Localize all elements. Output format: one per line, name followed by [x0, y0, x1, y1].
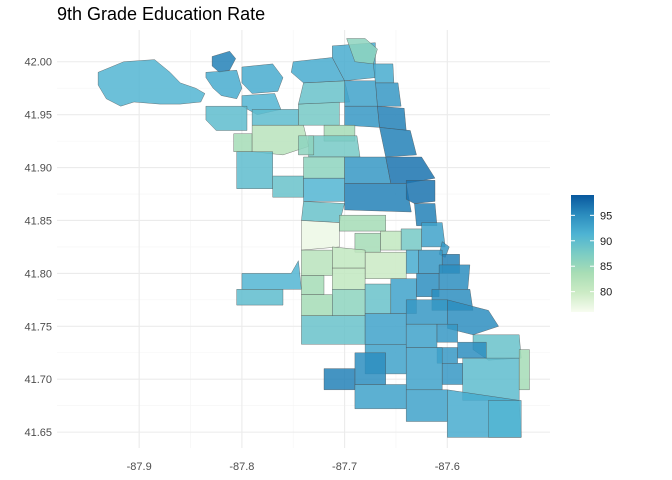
region-bridgeport: [380, 230, 402, 251]
region-chicago-lawn: [332, 289, 366, 316]
y-tick-label: 41.85: [24, 215, 52, 227]
map-regions: [97, 38, 530, 438]
region-new-city: [364, 252, 407, 279]
legend-colorbar: [571, 195, 594, 312]
legend-tick-label: 80: [600, 287, 612, 299]
x-tick-label: -87.9: [127, 461, 152, 473]
region-lake-view: [377, 106, 407, 131]
region-brighton-park: [332, 246, 366, 269]
region-humboldt-park: [303, 156, 345, 179]
region-west-garfield: [272, 175, 304, 198]
chart-title: 9th Grade Education Rate: [57, 4, 266, 24]
region-calumet-heights: [457, 342, 487, 359]
region-north-lawndale: [301, 201, 345, 223]
x-tick-label: -87.6: [435, 461, 460, 473]
x-tick-label: -87.8: [229, 461, 254, 473]
y-tick-label: 41.90: [24, 163, 52, 175]
region-forest-glen: [241, 63, 284, 94]
legend: 95 90 85 80: [571, 195, 612, 312]
y-tick-label: 41.70: [24, 374, 52, 386]
region-morgan-park: [354, 384, 407, 409]
region-beverly: [354, 352, 386, 385]
region-fuller-park: [406, 249, 419, 274]
region-lincoln-square: [344, 80, 378, 107]
region-west-pullman: [406, 389, 448, 422]
region-logan-square: [308, 135, 361, 158]
region-east-garfield: [303, 178, 345, 202]
region-roseland: [406, 347, 443, 390]
region-west-englewood: [364, 283, 391, 314]
region-garfield-ridge: [241, 260, 302, 290]
y-tick-label: 41.95: [24, 110, 52, 122]
region-lincoln-park: [379, 127, 417, 158]
region-chatham: [406, 324, 438, 348]
y-tick-label: 41.75: [24, 321, 52, 333]
region-auburn-gresham: [364, 313, 407, 345]
region-north-park: [291, 57, 345, 84]
region-south-shore: [447, 299, 499, 335]
region-mount-greenwood: [323, 368, 356, 390]
region-gage-park: [332, 267, 366, 290]
region-west-lawn: [301, 294, 333, 316]
region-montclare: [233, 133, 253, 152]
legend-tick-label: 85: [600, 261, 612, 273]
region-greater-grand-crossing: [406, 299, 448, 325]
y-tick-label: 42.00: [24, 57, 52, 69]
region-west-town: [344, 156, 391, 184]
region-lower-west-side: [339, 215, 386, 232]
region-hyde-park: [438, 264, 471, 290]
region-armour-square: [400, 228, 422, 251]
region-clearing: [236, 289, 284, 306]
region-portage-park: [251, 109, 299, 126]
region-near-west: [344, 183, 412, 213]
region-ohare: [97, 59, 206, 107]
region-grand-boulevard: [418, 249, 443, 274]
axis-labels: -87.9 -87.8 -87.7 -87.6 42.00 41.95 41.90 41.85…: [24, 57, 459, 473]
region-south-lawndale: [301, 220, 340, 251]
region-albany-park: [298, 80, 350, 105]
region-uptown: [375, 82, 402, 107]
region-pullman: [442, 363, 463, 385]
region-dunning: [205, 106, 248, 131]
region-edgewater: [373, 63, 395, 84]
region-near-north: [385, 156, 436, 184]
region-avalon-park: [436, 324, 458, 343]
region-austin: [236, 151, 273, 189]
region-norwood-park: [205, 70, 243, 99]
y-tick-label: 41.80: [24, 268, 52, 280]
legend-tick-label: 95: [600, 210, 612, 222]
region-edison-park: [211, 51, 236, 73]
region-irving-park: [298, 101, 340, 126]
region-west-elsdon: [301, 275, 325, 295]
region-hermosa: [298, 135, 314, 156]
region-ashburn: [301, 315, 366, 345]
region-loop: [406, 180, 436, 204]
legend-tick-label: 90: [600, 236, 612, 248]
region-rogers-park: [346, 38, 378, 65]
region-hegewisch: [488, 400, 522, 438]
region-east-side: [519, 349, 530, 390]
y-tick-label: 41.65: [24, 427, 52, 439]
region-north-center: [344, 106, 380, 128]
x-tick-label: -87.7: [332, 461, 357, 473]
region-archer-heights: [301, 249, 333, 276]
